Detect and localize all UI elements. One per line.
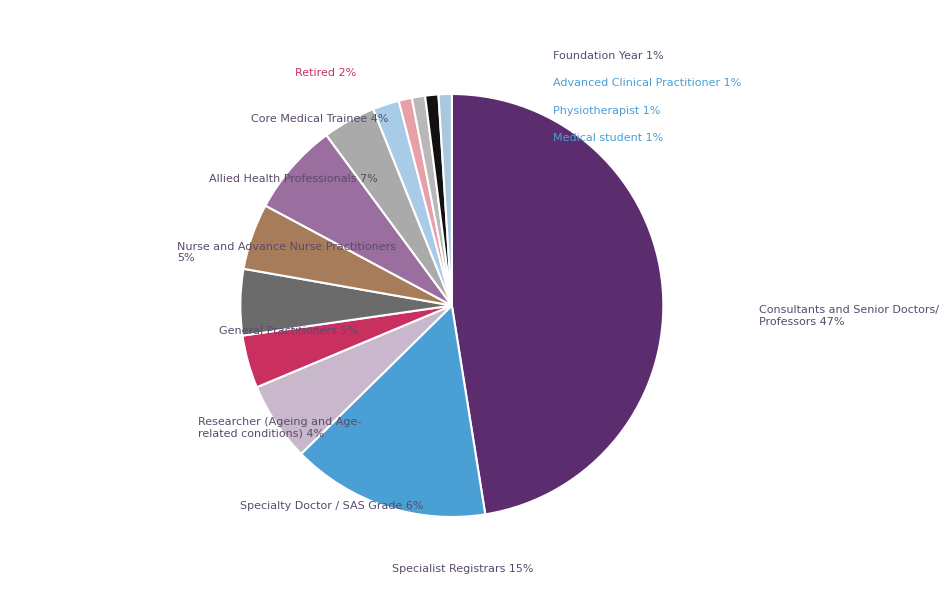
- Text: Physiotherapist 1%: Physiotherapist 1%: [553, 106, 660, 116]
- Wedge shape: [256, 306, 452, 454]
- Text: Consultants and Senior Doctors/
Professors 47%: Consultants and Senior Doctors/ Professo…: [759, 306, 938, 327]
- Text: Advanced Clinical Practitioner 1%: Advanced Clinical Practitioner 1%: [553, 78, 742, 89]
- Wedge shape: [374, 101, 452, 306]
- Text: General Practitioners 5%: General Practitioners 5%: [219, 326, 359, 336]
- Wedge shape: [242, 306, 452, 387]
- Wedge shape: [452, 94, 663, 514]
- Wedge shape: [301, 306, 485, 517]
- Text: Foundation Year 1%: Foundation Year 1%: [553, 51, 664, 61]
- Text: Allied Health Professionals 7%: Allied Health Professionals 7%: [209, 174, 377, 183]
- Wedge shape: [398, 98, 452, 306]
- Text: Medical student 1%: Medical student 1%: [553, 133, 664, 144]
- Wedge shape: [326, 109, 452, 306]
- Text: Researcher (Ageing and Age-
related conditions) 4%: Researcher (Ageing and Age- related cond…: [198, 417, 361, 439]
- Text: Nurse and Advance Nurse Practitioners
5%: Nurse and Advance Nurse Practitioners 5%: [177, 242, 395, 263]
- Text: Retired 2%: Retired 2%: [295, 68, 357, 78]
- Wedge shape: [240, 269, 452, 335]
- Wedge shape: [438, 94, 452, 306]
- Text: Core Medical Trainee 4%: Core Medical Trainee 4%: [251, 114, 389, 125]
- Wedge shape: [243, 206, 452, 306]
- Wedge shape: [266, 135, 452, 306]
- Wedge shape: [412, 96, 452, 306]
- Text: Specialist Registrars 15%: Specialist Registrars 15%: [392, 563, 534, 574]
- Wedge shape: [425, 95, 452, 306]
- Text: Specialty Doctor / SAS Grade 6%: Specialty Doctor / SAS Grade 6%: [240, 502, 424, 511]
